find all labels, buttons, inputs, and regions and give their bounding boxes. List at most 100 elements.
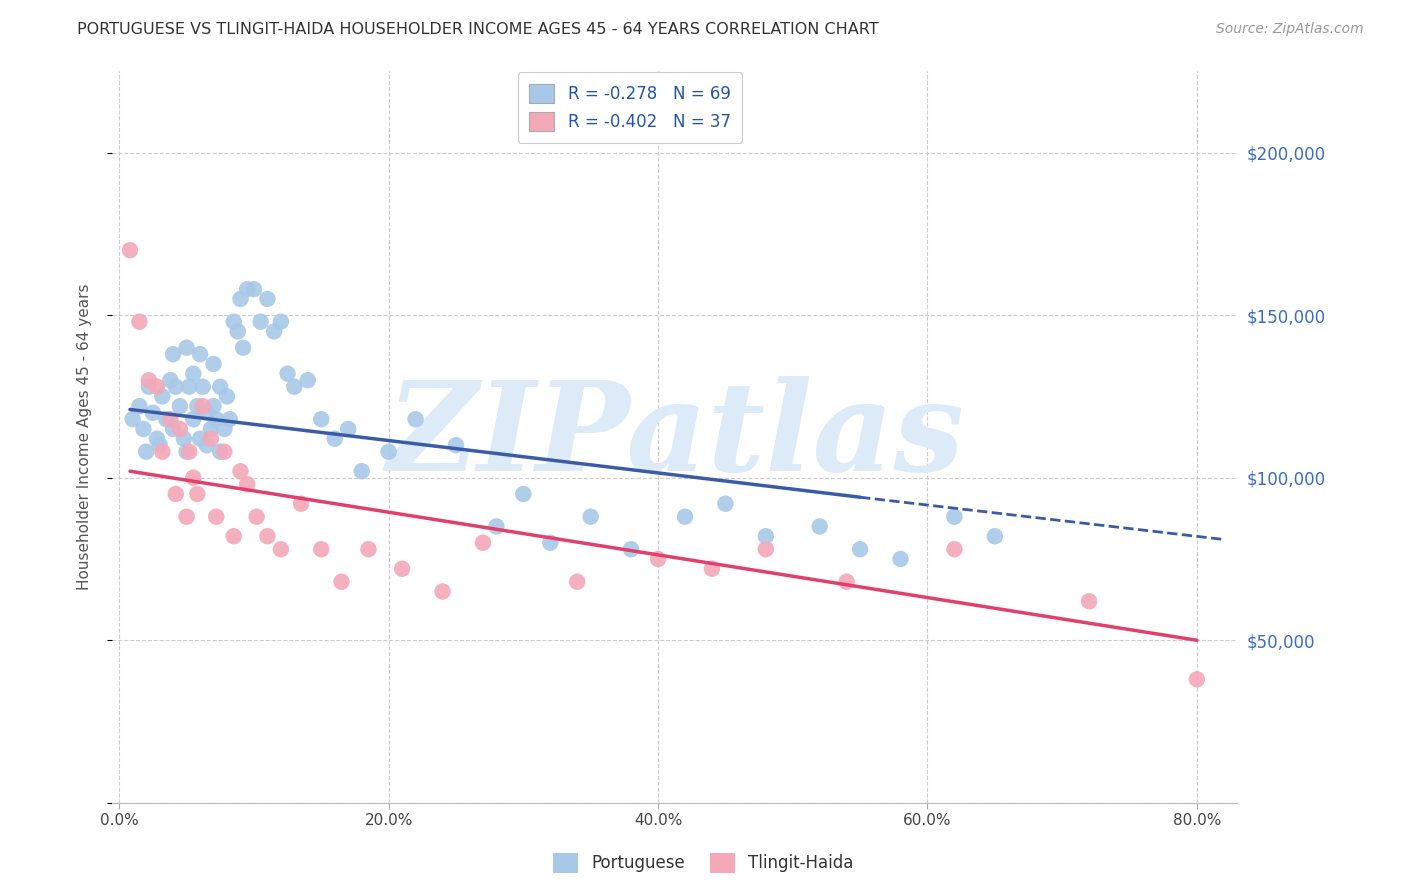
Point	[444, 438, 467, 452]
Point	[173, 432, 195, 446]
Point	[209, 380, 232, 394]
Point	[215, 389, 238, 403]
Point	[700, 562, 723, 576]
Point	[176, 444, 198, 458]
Point	[236, 477, 259, 491]
Point	[270, 542, 292, 557]
Point	[146, 380, 169, 394]
Point	[149, 438, 172, 452]
Point	[146, 432, 169, 446]
Point	[222, 529, 245, 543]
Point	[200, 432, 222, 446]
Point	[567, 574, 589, 589]
Point	[169, 422, 191, 436]
Point	[200, 422, 222, 436]
Point	[159, 373, 181, 387]
Point	[169, 399, 191, 413]
Point	[391, 562, 413, 576]
Point	[150, 389, 173, 403]
Point	[263, 325, 285, 339]
Point	[714, 497, 737, 511]
Point	[205, 509, 228, 524]
Point	[188, 432, 211, 446]
Point	[205, 412, 228, 426]
Point	[243, 282, 266, 296]
Point	[191, 380, 214, 394]
Point	[188, 347, 211, 361]
Point	[1185, 673, 1208, 687]
Text: PORTUGUESE VS TLINGIT-HAIDA HOUSEHOLDER INCOME AGES 45 - 64 YEARS CORRELATION CH: PORTUGUESE VS TLINGIT-HAIDA HOUSEHOLDER …	[77, 22, 879, 37]
Point	[142, 406, 165, 420]
Y-axis label: Householder Income Ages 45 - 64 years: Householder Income Ages 45 - 64 years	[77, 284, 91, 591]
Point	[330, 574, 353, 589]
Point	[485, 519, 508, 533]
Point	[647, 552, 669, 566]
Point	[128, 399, 150, 413]
Point	[277, 367, 299, 381]
Point	[808, 519, 831, 533]
Point	[290, 497, 312, 511]
Point	[209, 444, 232, 458]
Point	[165, 380, 187, 394]
Point	[1078, 594, 1101, 608]
Point	[232, 341, 254, 355]
Point	[236, 282, 259, 296]
Point	[162, 422, 184, 436]
Point	[984, 529, 1007, 543]
Point	[176, 509, 198, 524]
Point	[350, 464, 373, 478]
Point	[138, 373, 160, 387]
Point	[579, 509, 602, 524]
Point	[165, 487, 187, 501]
Point	[155, 412, 177, 426]
Point	[620, 542, 643, 557]
Point	[135, 444, 157, 458]
Point	[297, 373, 319, 387]
Legend: Portuguese, Tlingit-Haida: Portuguese, Tlingit-Haida	[546, 847, 860, 880]
Point	[202, 357, 225, 371]
Legend: R = -0.278   N = 69, R = -0.402   N = 37: R = -0.278 N = 69, R = -0.402 N = 37	[517, 72, 742, 143]
Point	[181, 367, 204, 381]
Point	[226, 325, 249, 339]
Point	[179, 444, 201, 458]
Point	[222, 315, 245, 329]
Point	[405, 412, 427, 426]
Point	[214, 422, 236, 436]
Point	[377, 444, 399, 458]
Point	[849, 542, 872, 557]
Point	[229, 292, 252, 306]
Point	[337, 422, 360, 436]
Point	[121, 412, 143, 426]
Point	[432, 584, 454, 599]
Point	[179, 380, 201, 394]
Point	[162, 347, 184, 361]
Point	[150, 444, 173, 458]
Point	[357, 542, 380, 557]
Point	[943, 509, 966, 524]
Point	[176, 341, 198, 355]
Point	[218, 412, 240, 426]
Point	[311, 412, 333, 426]
Point	[128, 315, 150, 329]
Point	[132, 422, 155, 436]
Point	[181, 412, 204, 426]
Point	[195, 438, 218, 452]
Point	[256, 529, 278, 543]
Point	[512, 487, 534, 501]
Point	[195, 406, 218, 420]
Point	[538, 535, 561, 549]
Point	[283, 380, 305, 394]
Point	[202, 399, 225, 413]
Point	[835, 574, 858, 589]
Point	[186, 487, 208, 501]
Point	[249, 315, 271, 329]
Point	[943, 542, 966, 557]
Text: Source: ZipAtlas.com: Source: ZipAtlas.com	[1216, 22, 1364, 37]
Point	[755, 529, 778, 543]
Point	[214, 444, 236, 458]
Point	[270, 315, 292, 329]
Point	[673, 509, 696, 524]
Point	[229, 464, 252, 478]
Point	[191, 399, 214, 413]
Point	[256, 292, 278, 306]
